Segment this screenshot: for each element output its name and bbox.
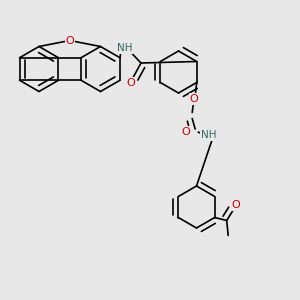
- Text: O: O: [65, 35, 74, 46]
- Text: O: O: [231, 200, 240, 211]
- Text: NH: NH: [201, 130, 216, 140]
- Text: NH: NH: [117, 43, 132, 53]
- Text: O: O: [182, 127, 190, 137]
- Text: O: O: [126, 77, 135, 88]
- Text: O: O: [189, 94, 198, 104]
